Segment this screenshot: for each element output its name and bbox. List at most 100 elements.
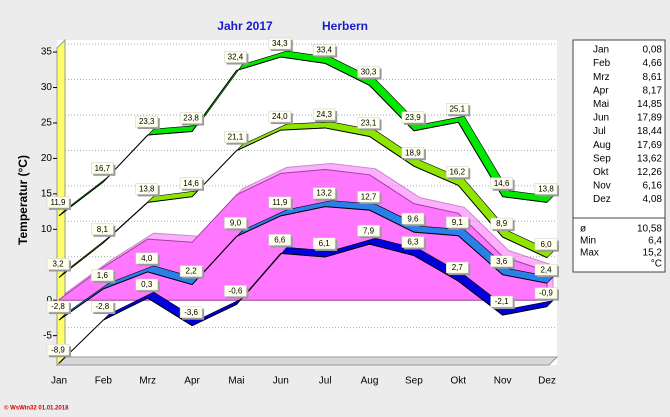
value-label: 6,0 bbox=[540, 240, 552, 249]
label-box bbox=[446, 261, 469, 274]
value-label: 13,8 bbox=[139, 184, 155, 193]
label-box bbox=[224, 217, 247, 229]
value-label: 30,3 bbox=[361, 68, 377, 77]
line bbox=[58, 56, 548, 217]
value-label: 2,4 bbox=[540, 265, 552, 274]
value-label: 13,8 bbox=[538, 184, 554, 193]
summary-stat-value: 6,4 bbox=[648, 236, 662, 247]
label-box bbox=[91, 223, 114, 236]
summary-value: 13,62 bbox=[637, 153, 662, 164]
value-label: 3,6 bbox=[496, 257, 508, 266]
value-label: -8,9 bbox=[51, 345, 65, 354]
value-label: -2,1 bbox=[495, 297, 509, 306]
value-label: 7,9 bbox=[363, 226, 375, 235]
summary-stat-value: 10,58 bbox=[637, 224, 662, 235]
label-box bbox=[357, 190, 380, 203]
value-label: 4,0 bbox=[141, 254, 153, 263]
value-label: -0,6 bbox=[229, 287, 243, 296]
value-label: 23,3 bbox=[139, 117, 155, 126]
label-box bbox=[135, 115, 158, 128]
summary-stat-label: Max bbox=[580, 248, 599, 259]
x-tick-label: Nov bbox=[494, 376, 512, 387]
summary-panel bbox=[572, 39, 666, 273]
value-label: 16,2 bbox=[449, 167, 465, 176]
x-tick-label: Dez bbox=[538, 376, 556, 387]
label-box bbox=[357, 66, 380, 78]
label-box bbox=[91, 300, 114, 313]
label-box bbox=[268, 234, 292, 246]
y-axis-label: Temperatur (°C) bbox=[16, 155, 30, 245]
summary-month: Apr bbox=[593, 85, 609, 96]
value-label: 6,3 bbox=[407, 238, 419, 247]
x-tick-label: Jul bbox=[319, 376, 332, 387]
label-box bbox=[46, 196, 70, 209]
x-tick-label: Mai bbox=[228, 376, 244, 387]
y-tick-label: 10 bbox=[41, 224, 53, 235]
x-tick-label: Okt bbox=[450, 376, 466, 387]
x-tick-label: Jun bbox=[273, 376, 289, 387]
label-box bbox=[91, 269, 114, 282]
label-box bbox=[357, 224, 380, 237]
label-box bbox=[401, 111, 425, 124]
summary-value: 0,08 bbox=[643, 45, 663, 56]
summary-value: 18,44 bbox=[637, 126, 662, 137]
label-box bbox=[490, 295, 513, 308]
label-box bbox=[268, 37, 292, 50]
label-box bbox=[135, 183, 158, 195]
value-label: 11,9 bbox=[272, 198, 288, 207]
value-label: -0,9 bbox=[539, 289, 553, 298]
label-box bbox=[179, 265, 203, 277]
summary-value: 8,61 bbox=[643, 72, 663, 83]
summary-month: Dez bbox=[593, 194, 611, 205]
x-tick-label: Jan bbox=[51, 376, 67, 387]
label-box bbox=[312, 187, 336, 199]
x-tick-label: Apr bbox=[184, 376, 200, 387]
label-box bbox=[534, 238, 558, 250]
value-label: 18,9 bbox=[405, 148, 421, 157]
label-box bbox=[46, 344, 70, 356]
value-label: 34,3 bbox=[272, 39, 288, 48]
label-box bbox=[135, 252, 158, 265]
value-label: 9,1 bbox=[452, 218, 464, 227]
summary-value: 8,17 bbox=[643, 85, 663, 96]
value-label: 23,9 bbox=[405, 113, 421, 122]
x-tick-label: Feb bbox=[95, 376, 113, 387]
label-box bbox=[490, 255, 513, 267]
label-box bbox=[446, 103, 469, 115]
label-box bbox=[224, 285, 247, 297]
value-label: 32,4 bbox=[228, 53, 244, 62]
value-label: 23,8 bbox=[183, 114, 199, 123]
x-tick-label: Aug bbox=[361, 376, 379, 387]
value-label: 3,2 bbox=[52, 260, 64, 269]
value-label: 8,1 bbox=[97, 225, 109, 234]
summary-month: Feb bbox=[593, 58, 611, 69]
label-box bbox=[46, 300, 70, 313]
label-box bbox=[534, 183, 558, 195]
value-label: 8,9 bbox=[496, 219, 508, 228]
value-label: 12,7 bbox=[361, 192, 377, 201]
value-label: 21,1 bbox=[228, 133, 244, 142]
value-label: -2,8 bbox=[95, 302, 109, 311]
y-tick-label: 25 bbox=[41, 118, 53, 129]
chart-subtitle: Herbern bbox=[322, 19, 368, 33]
label-box bbox=[46, 258, 70, 270]
value-label: 14,6 bbox=[494, 179, 510, 188]
summary-month: Okt bbox=[593, 167, 609, 178]
value-label: 6,1 bbox=[319, 239, 331, 248]
line bbox=[58, 243, 548, 364]
value-label: 0,3 bbox=[141, 280, 153, 289]
summary-month: Jul bbox=[593, 126, 606, 137]
y-tick-label: 30 bbox=[41, 82, 53, 93]
label-box bbox=[224, 51, 247, 63]
value-label: -3,6 bbox=[184, 308, 198, 317]
summary-value: 4,66 bbox=[643, 58, 663, 69]
value-label: 1,6 bbox=[97, 271, 109, 280]
label-box bbox=[401, 236, 425, 248]
footer: © WsWin32 01.01.2018 bbox=[4, 405, 69, 412]
label-box bbox=[268, 110, 292, 123]
label-box bbox=[312, 108, 336, 121]
summary-month: Mrz bbox=[593, 72, 610, 83]
x-tick-label: Sep bbox=[405, 376, 423, 387]
summary-value: 4,08 bbox=[643, 194, 663, 205]
summary-month: Sep bbox=[593, 153, 611, 164]
